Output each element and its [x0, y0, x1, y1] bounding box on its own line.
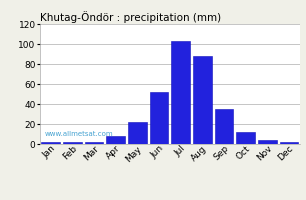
Bar — [215, 109, 233, 144]
Bar — [280, 142, 298, 144]
Bar — [193, 56, 211, 144]
Bar — [106, 136, 125, 144]
Bar — [258, 140, 277, 144]
Bar — [41, 142, 60, 144]
Bar — [237, 132, 255, 144]
Bar — [128, 122, 147, 144]
Bar — [63, 142, 81, 144]
Text: www.allmetsat.com: www.allmetsat.com — [45, 131, 114, 137]
Bar — [150, 92, 168, 144]
Bar — [171, 41, 190, 144]
Text: Khutag-Öndör : precipitation (mm): Khutag-Öndör : precipitation (mm) — [40, 11, 221, 23]
Bar — [85, 142, 103, 144]
